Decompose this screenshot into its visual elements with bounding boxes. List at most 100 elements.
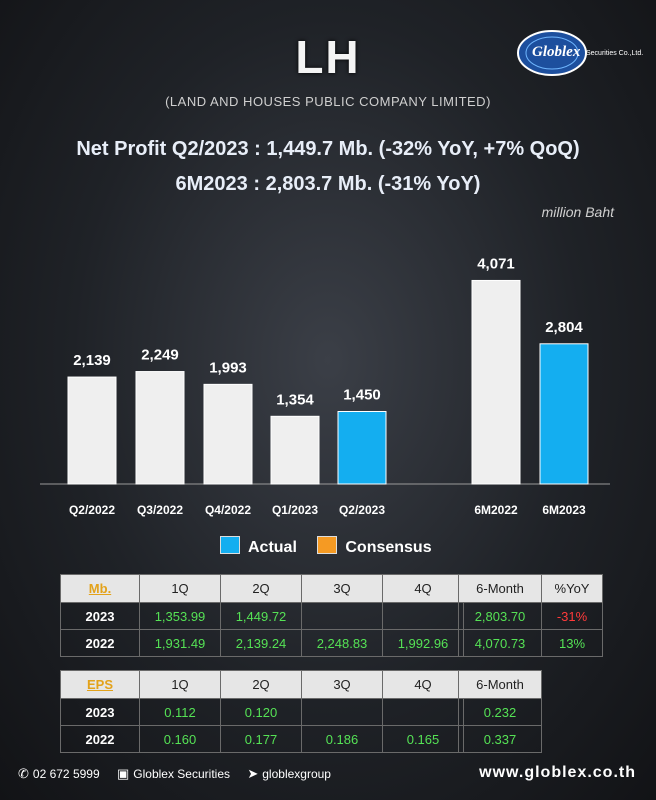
footer-telegram[interactable]: ➤ globlexgroup bbox=[247, 766, 331, 782]
bar-value-label: 4,071 bbox=[477, 255, 515, 272]
x-tick-label: Q2/2023 bbox=[339, 503, 385, 517]
table-cell: 0.120 bbox=[220, 698, 302, 726]
bar-value-label: 2,139 bbox=[73, 352, 111, 369]
x-tick-label: Q4/2022 bbox=[205, 503, 251, 517]
table-cell: 2,139.24 bbox=[220, 629, 302, 657]
eps-table-corner: EPS bbox=[60, 670, 140, 699]
table-row: 4,070.73 13% bbox=[458, 629, 603, 657]
legend-consensus: Consensus bbox=[317, 536, 432, 557]
telegram-name: globlexgroup bbox=[262, 767, 331, 781]
table-cell bbox=[301, 698, 383, 726]
unit-label: million Baht bbox=[541, 204, 614, 220]
table-cell: -31% bbox=[541, 602, 603, 630]
legend-actual-label: Actual bbox=[248, 539, 297, 556]
row-year: 2023 bbox=[60, 698, 140, 726]
header-2q: 2Q bbox=[220, 670, 302, 699]
phone-icon: ✆ bbox=[18, 766, 29, 781]
table-row: 2023 1,353.99 1,449.72 bbox=[60, 602, 464, 630]
headline-net-profit: Net Profit Q2/2023 : 1,449.7 Mb. (-32% Y… bbox=[76, 138, 580, 160]
x-tick-label: Q2/2022 bbox=[69, 503, 115, 517]
table-row: 0.337 bbox=[458, 725, 542, 753]
table-row: 2023 0.112 0.120 bbox=[60, 698, 464, 726]
profit-summary-header: 6-Month %YoY bbox=[458, 574, 603, 603]
bar-q2-2023 bbox=[337, 411, 387, 485]
profit-table: Mb. 1Q 2Q 3Q 4Q 2023 1,353.99 1,449.72 2… bbox=[60, 574, 464, 657]
x-tick-label: Q3/2022 bbox=[137, 503, 183, 517]
company-ticker: LH bbox=[295, 31, 361, 83]
bar-6m2023 bbox=[539, 343, 589, 485]
row-year: 2022 bbox=[60, 629, 140, 657]
header-6-month: 6-Month bbox=[458, 670, 542, 699]
bar-q1-2023 bbox=[270, 415, 320, 485]
chart-legend: Actual Consensus bbox=[220, 536, 448, 557]
table-cell bbox=[382, 698, 464, 726]
facebook-name: Globlex Securities bbox=[133, 767, 230, 781]
phone-number: 02 672 5999 bbox=[32, 767, 100, 781]
eps-summary-header: 6-Month bbox=[458, 670, 542, 699]
website-link[interactable]: www.globlex.co.th bbox=[479, 764, 636, 781]
table-cell: 0.177 bbox=[220, 725, 302, 753]
header-3q: 3Q bbox=[301, 670, 383, 699]
telegram-icon: ➤ bbox=[247, 766, 259, 781]
bar-value-label: 1,450 bbox=[343, 387, 381, 404]
table-cell: 0.186 bbox=[301, 725, 383, 753]
table-cell: 1,353.99 bbox=[139, 602, 221, 630]
company-name: (LAND AND HOUSES PUBLIC COMPANY LIMITED) bbox=[165, 94, 491, 109]
x-tick-label: 6M2022 bbox=[474, 503, 518, 517]
table-row: 2,803.70 -31% bbox=[458, 602, 603, 630]
table-cell: 0.165 bbox=[382, 725, 464, 753]
eps-summary-table: 6-Month 0.232 0.337 bbox=[458, 670, 542, 753]
legend-actual-swatch bbox=[220, 536, 240, 554]
table-cell: 0.337 bbox=[458, 725, 542, 753]
bar-value-label: 1,354 bbox=[276, 391, 314, 408]
bar-value-label: 1,993 bbox=[209, 359, 247, 376]
table-cell: 1,449.72 bbox=[220, 602, 302, 630]
bar-q4-2022 bbox=[203, 383, 253, 485]
footer-contacts: ✆ 02 672 5999 ▣ Globlex Securities ➤ globle… bbox=[18, 766, 345, 782]
header-4q: 4Q bbox=[382, 574, 464, 603]
table-cell bbox=[301, 602, 383, 630]
table-row: 0.232 bbox=[458, 698, 542, 726]
table-cell: 2,803.70 bbox=[458, 602, 542, 630]
header-3q: 3Q bbox=[301, 574, 383, 603]
profit-table-header: Mb. 1Q 2Q 3Q 4Q bbox=[60, 574, 464, 603]
logo-subtext: Securities Co.,Ltd. bbox=[586, 50, 644, 57]
bar-value-label: 2,249 bbox=[141, 347, 179, 364]
table-row: 2022 0.160 0.177 0.186 0.165 bbox=[60, 725, 464, 753]
x-tick-label: 6M2023 bbox=[542, 503, 586, 517]
table-cell bbox=[382, 602, 464, 630]
header-1q: 1Q bbox=[139, 670, 221, 699]
bar-q3-2022 bbox=[135, 371, 185, 485]
bar-6m2022 bbox=[471, 279, 521, 485]
table-cell: 1,992.96 bbox=[382, 629, 464, 657]
table-cell: 0.112 bbox=[139, 698, 221, 726]
net-profit-bar-chart: 2,139 Q2/2022 2,249 Q3/2022 1,993 Q4/2022 1,35… bbox=[40, 255, 610, 517]
row-year: 2022 bbox=[60, 725, 140, 753]
table-cell: 2,248.83 bbox=[301, 629, 383, 657]
header-2q: 2Q bbox=[220, 574, 302, 603]
legend-consensus-label: Consensus bbox=[345, 539, 432, 556]
profit-table-corner: Mb. bbox=[60, 574, 140, 603]
table-row: 2022 1,931.49 2,139.24 2,248.83 1,992.96 bbox=[60, 629, 464, 657]
header-yoy: %YoY bbox=[541, 574, 603, 603]
x-tick-label: Q1/2023 bbox=[272, 503, 318, 517]
table-cell: 4,070.73 bbox=[458, 629, 542, 657]
header-1q: 1Q bbox=[139, 574, 221, 603]
footer-facebook[interactable]: ▣ Globlex Securities bbox=[117, 766, 230, 782]
logo-text: Globlex bbox=[532, 44, 581, 60]
globlex-logo bbox=[517, 30, 587, 76]
legend-actual: Actual bbox=[220, 536, 297, 557]
facebook-icon: ▣ bbox=[116, 766, 130, 781]
profit-summary-table: 6-Month %YoY 2,803.70 -31% 4,070.73 13% bbox=[458, 574, 603, 657]
legend-consensus-swatch bbox=[317, 536, 338, 554]
header-6-month: 6-Month bbox=[458, 574, 542, 603]
bar-value-label: 2,804 bbox=[545, 319, 583, 336]
table-cell: 13% bbox=[541, 629, 603, 657]
row-year: 2023 bbox=[60, 602, 140, 630]
eps-table-header: EPS 1Q 2Q 3Q 4Q bbox=[60, 670, 464, 699]
bar-q2-2022 bbox=[67, 376, 117, 485]
eps-table: EPS 1Q 2Q 3Q 4Q 2023 0.112 0.120 2022 0.… bbox=[60, 670, 464, 753]
table-cell: 1,931.49 bbox=[139, 629, 221, 657]
header-4q: 4Q bbox=[382, 670, 464, 699]
